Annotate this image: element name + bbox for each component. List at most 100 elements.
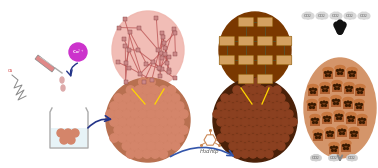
Circle shape <box>313 155 319 161</box>
Circle shape <box>341 115 342 116</box>
Circle shape <box>350 116 352 118</box>
Circle shape <box>257 86 265 94</box>
Circle shape <box>233 86 241 94</box>
FancyBboxPatch shape <box>150 78 154 82</box>
Circle shape <box>261 110 269 118</box>
Polygon shape <box>346 115 356 124</box>
Circle shape <box>314 134 316 135</box>
Circle shape <box>233 134 241 142</box>
Circle shape <box>143 102 151 110</box>
Circle shape <box>225 118 233 126</box>
Circle shape <box>163 94 172 102</box>
Circle shape <box>143 134 151 142</box>
Circle shape <box>118 102 127 110</box>
Circle shape <box>329 131 331 133</box>
Circle shape <box>325 75 327 76</box>
Circle shape <box>327 132 328 133</box>
Circle shape <box>339 133 341 134</box>
Circle shape <box>341 73 342 74</box>
Circle shape <box>155 94 163 102</box>
Circle shape <box>249 134 257 142</box>
Circle shape <box>114 126 122 134</box>
Circle shape <box>277 94 285 102</box>
Ellipse shape <box>343 97 353 102</box>
Circle shape <box>221 94 229 102</box>
Text: CO$_2$: CO$_2$ <box>347 155 356 162</box>
Circle shape <box>130 126 139 134</box>
Circle shape <box>359 122 361 123</box>
FancyBboxPatch shape <box>158 67 162 71</box>
Circle shape <box>135 134 143 142</box>
Circle shape <box>325 105 326 106</box>
Circle shape <box>349 155 355 161</box>
Circle shape <box>328 120 329 121</box>
Circle shape <box>147 126 155 134</box>
Circle shape <box>336 147 338 148</box>
Circle shape <box>122 142 131 150</box>
Circle shape <box>329 156 334 160</box>
Circle shape <box>237 126 245 134</box>
Circle shape <box>322 105 324 106</box>
Circle shape <box>358 13 364 19</box>
Polygon shape <box>325 130 335 139</box>
Text: CO$_2$: CO$_2$ <box>345 13 355 20</box>
Circle shape <box>311 103 313 105</box>
Circle shape <box>328 75 330 76</box>
Circle shape <box>151 118 159 126</box>
Circle shape <box>265 118 273 126</box>
FancyBboxPatch shape <box>156 48 161 52</box>
Circle shape <box>241 102 249 110</box>
Circle shape <box>253 126 261 134</box>
FancyBboxPatch shape <box>142 80 146 84</box>
Circle shape <box>245 110 253 118</box>
Circle shape <box>114 110 122 118</box>
Circle shape <box>237 142 245 150</box>
Circle shape <box>155 110 163 118</box>
FancyBboxPatch shape <box>238 74 254 84</box>
Circle shape <box>265 102 273 110</box>
Circle shape <box>135 150 143 158</box>
Circle shape <box>349 105 350 106</box>
Polygon shape <box>320 85 330 94</box>
Circle shape <box>175 102 184 110</box>
Polygon shape <box>331 98 341 107</box>
Circle shape <box>130 142 139 150</box>
Circle shape <box>345 105 347 106</box>
Circle shape <box>352 135 353 136</box>
Circle shape <box>122 126 131 134</box>
Circle shape <box>305 12 308 16</box>
Ellipse shape <box>332 80 342 86</box>
Circle shape <box>350 75 352 76</box>
Circle shape <box>265 134 273 142</box>
FancyBboxPatch shape <box>123 44 127 48</box>
Circle shape <box>261 126 269 134</box>
Circle shape <box>269 126 277 134</box>
Circle shape <box>338 114 340 116</box>
Circle shape <box>314 92 315 93</box>
Circle shape <box>350 90 352 91</box>
FancyBboxPatch shape <box>163 41 166 45</box>
Circle shape <box>249 86 257 94</box>
FancyBboxPatch shape <box>138 72 142 76</box>
Circle shape <box>269 94 277 102</box>
Circle shape <box>331 147 332 148</box>
FancyBboxPatch shape <box>173 31 177 35</box>
Circle shape <box>305 13 311 19</box>
Polygon shape <box>322 115 332 124</box>
Circle shape <box>356 132 358 133</box>
Circle shape <box>126 118 135 126</box>
Ellipse shape <box>322 113 332 117</box>
Circle shape <box>302 13 308 19</box>
FancyBboxPatch shape <box>122 37 126 41</box>
Ellipse shape <box>61 85 65 91</box>
Circle shape <box>356 107 358 108</box>
Polygon shape <box>334 113 344 122</box>
Circle shape <box>347 101 349 103</box>
Circle shape <box>353 75 355 76</box>
FancyBboxPatch shape <box>136 48 139 52</box>
Circle shape <box>347 13 353 19</box>
Circle shape <box>245 94 253 102</box>
Polygon shape <box>349 130 359 139</box>
Circle shape <box>322 13 328 19</box>
FancyBboxPatch shape <box>238 55 254 65</box>
